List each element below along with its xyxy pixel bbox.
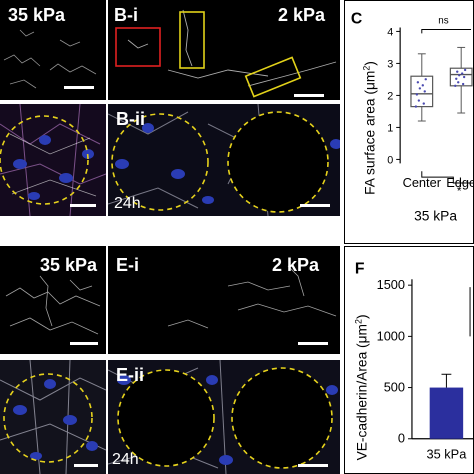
panel-f-frame: F VE-cadherin/Area (μm2) 0 500 1000 1500 35 …: [344, 246, 474, 474]
micrograph-e-i-texture: [167, 265, 337, 329]
y-axis-label-c-sup: 2: [362, 66, 372, 71]
data-point-c: [463, 68, 467, 72]
data-point-c: [418, 87, 422, 90]
micrograph-a-texture: [3, 29, 97, 89]
y-axis-label-c-main: FA surface area (μm: [363, 71, 378, 195]
micrograph-d: 35 kPa: [0, 246, 106, 354]
data-point-c: [417, 99, 421, 102]
data-point-c: [456, 70, 459, 73]
scale-bar-e-ii: [298, 464, 328, 467]
data-point-c: [423, 90, 426, 93]
micrograph-b-ii: B-ii 24h: [108, 104, 340, 216]
y-axis-label-f-main: VE-cadherin/Area (μm: [355, 324, 370, 460]
data-point-c: [454, 84, 457, 87]
panel-letter-c: C: [351, 11, 362, 28]
data-point-c: [460, 72, 464, 75]
panel-label-e-i: E-i: [116, 255, 140, 275]
data-point-c: [462, 75, 466, 79]
data-point-c: [458, 74, 461, 77]
data-point-c: [455, 77, 458, 80]
star-bracket-c: [421, 171, 472, 184]
stiffness-label-e-i: 2 kPa: [272, 255, 320, 275]
x-tick-label-c: Center: [403, 175, 442, 190]
data-point-c: [457, 81, 460, 84]
scale-bar-b-i: [294, 94, 324, 97]
y-axis-label-f-sup: 2: [354, 319, 364, 324]
panel-label-e-ii: E-ii: [116, 365, 145, 385]
y-tick-label-f: 1000: [377, 328, 405, 343]
data-point-c: [416, 81, 420, 84]
scale-bar-a-ii: [70, 204, 96, 207]
group-label-c: 35 kPa: [414, 208, 457, 223]
data-point-c: [424, 78, 427, 81]
y-tick-label-f: 1500: [377, 277, 405, 292]
scale-bar-b-ii: [300, 204, 330, 207]
panel-label-b-ii: B-ii: [116, 109, 145, 129]
y-tick-label-c: 4: [387, 26, 393, 38]
data-point-c: [461, 82, 465, 86]
stiffness-label-b-i: 2 kPa: [278, 5, 326, 25]
scale-bar-d: [70, 342, 98, 345]
stiffness-label-a: 35 kPa: [8, 5, 66, 25]
panel-label-b-i: B-i: [114, 5, 138, 25]
micrograph-b-i-texture: [115, 9, 337, 98]
box-c: [449, 67, 473, 87]
micrograph-a-ii-texture: [0, 104, 106, 216]
x-tick-label-f: 35 kPa: [426, 446, 467, 461]
data-point-c: [421, 84, 424, 87]
micrograph-e-ii: E-ii 24h: [108, 360, 340, 474]
data-point-c: [414, 105, 418, 108]
panel-c-chart: C FA surface area (μm2) 35 kPa ns * 0123…: [351, 11, 473, 224]
y-axis-label-f: VE-cadherin/Area (μm2): [354, 314, 370, 460]
time-label-e-ii: 24h: [112, 451, 139, 468]
y-tick-label-c: 1: [387, 122, 393, 134]
panel-f-chart: F VE-cadherin/Area (μm2) 0 500 1000 1500 35 …: [354, 260, 473, 461]
y-tick-label-c: 2: [387, 90, 393, 102]
micrograph-a-ii: [0, 104, 106, 216]
panel-letter-f: F: [355, 260, 365, 277]
y-axis-label-c: FA surface area (μm2): [362, 61, 378, 195]
scale-bar-d-ii: [74, 464, 98, 467]
ns-annotation: ns: [438, 16, 448, 27]
y-tick-label-f: 0: [398, 431, 405, 446]
box-c: [410, 75, 434, 108]
scale-bar-e-i: [298, 342, 328, 345]
ns-bracket-c: [421, 28, 472, 34]
y-axis-label-c-end: ): [363, 61, 378, 66]
star-annotation: *: [457, 184, 462, 198]
stiffness-label-d: 35 kPa: [40, 255, 98, 275]
y-tick-label-c: 0: [387, 154, 393, 166]
data-point-c: [415, 93, 419, 96]
micrograph-d-ii: [0, 360, 106, 474]
scale-bar-a: [64, 86, 94, 89]
micrograph-a: 35 kPa: [0, 0, 106, 100]
micrograph-d-ii-texture: [0, 360, 106, 474]
micrograph-d-texture: [5, 275, 101, 335]
time-label-b-ii: 24h: [114, 195, 141, 212]
micrograph-e-i: E-i 2 kPa: [108, 246, 340, 354]
micrograph-b-ii-texture: [108, 104, 340, 216]
data-point-c: [422, 102, 425, 105]
y-tick-label-c: 3: [387, 58, 393, 70]
micrograph-b-i: B-i 2 kPa: [108, 0, 340, 100]
micrograph-e-ii-texture: [108, 360, 338, 474]
y-tick-label-f: 500: [384, 380, 405, 395]
bar-f: [429, 387, 464, 439]
y-axis-label-f-end: ): [355, 314, 370, 319]
